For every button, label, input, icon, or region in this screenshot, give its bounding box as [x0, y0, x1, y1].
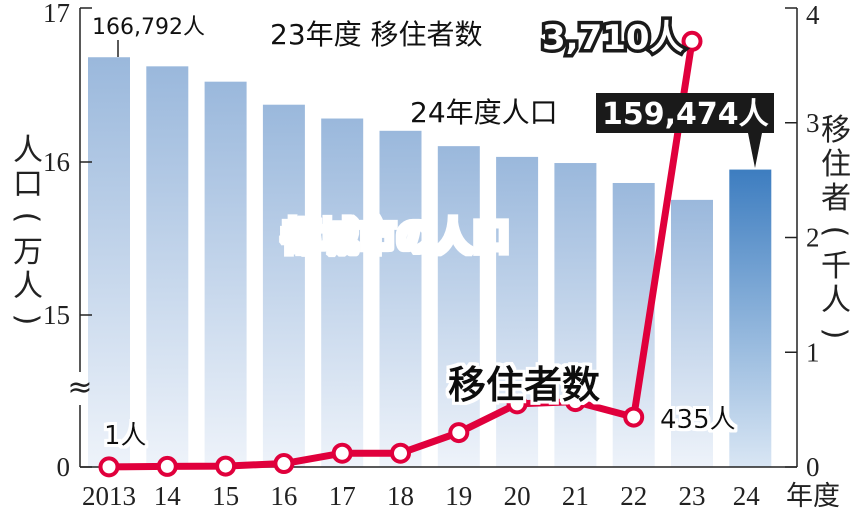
left-axis-label-char-3: 万	[13, 235, 43, 270]
callout-24-value: 159,474人	[602, 97, 769, 132]
x-tick-label-15: 15	[212, 481, 239, 511]
x-tick-label-17: 17	[329, 481, 356, 511]
callout-24-pointer	[748, 133, 762, 168]
migration-point-2013	[98, 456, 120, 478]
right-tick-label-0: 0	[806, 452, 820, 482]
population-bar-24	[729, 169, 772, 467]
right-axis-ticks: 0 1 2 3 4	[785, 0, 820, 482]
x-tick-label-16: 16	[270, 481, 297, 511]
first-bar-value-label: 166,792人	[92, 15, 205, 40]
population-bar-19	[437, 146, 480, 467]
right-tick-label-1: 1	[806, 337, 820, 367]
x-tick-label-22: 22	[620, 481, 647, 511]
population-bar-17	[321, 118, 364, 468]
callout-24-label: 24年度人口	[410, 96, 558, 129]
x-tick-label-20: 20	[504, 481, 531, 511]
right-axis-label-char-6: )	[818, 328, 853, 340]
left-axis-label-char-1: 口	[13, 167, 43, 202]
left-tick-label-17: 17	[43, 0, 70, 28]
population-bar-2013	[88, 57, 130, 468]
x-tick-label-14: 14	[154, 481, 182, 511]
left-axis-ticks: 0 15 16 17	[43, 0, 92, 482]
migration-point-18	[390, 442, 411, 464]
left-tick-label-16: 16	[43, 147, 70, 177]
right-axis-label-char-2: 者	[821, 181, 851, 216]
left-axis-label-char-4: 人	[13, 269, 43, 304]
bar-series-name: 都城市の人口	[281, 215, 510, 259]
x-axis-ticks: 2013 14 15 16 17 18 19 20 21 22 23 24	[82, 481, 760, 511]
right-axis-label-char-5: 人	[821, 283, 851, 318]
callout-23-box	[537, 14, 681, 56]
migration-point-14	[156, 455, 178, 477]
right-axis-label-char-1: 住	[821, 147, 851, 182]
population-bar-18	[379, 130, 422, 468]
right-tick-label-4: 4	[806, 0, 820, 30]
x-tick-label-18: 18	[387, 481, 414, 511]
left-axis-label: 人口(万人)	[10, 133, 45, 325]
line-series-name: 移住者数	[448, 363, 600, 407]
x-tick-label-24: 24	[733, 481, 761, 511]
migration-point-21	[564, 391, 586, 413]
callout-24-box	[596, 93, 774, 133]
x-tick-label-19: 19	[445, 481, 472, 511]
right-axis-label-char-4: 千	[821, 249, 851, 284]
migration-point-17	[331, 442, 353, 464]
x-axis-unit: 年度	[786, 481, 840, 511]
x-tick-label-21: 21	[562, 481, 589, 511]
population-bar-20	[496, 156, 539, 467]
population-bar-21	[554, 163, 597, 467]
right-axis-label-char-0: 移	[821, 113, 851, 148]
x-tick-label-2013: 2013	[82, 481, 136, 511]
migration-point-15	[215, 455, 237, 477]
callout-23-label: 23年度 移住者数	[270, 18, 483, 51]
population-bar-15	[204, 81, 247, 468]
migration-point-20	[506, 393, 528, 415]
migration-point-16	[273, 453, 295, 475]
population-bar-14	[146, 66, 189, 467]
callout-23-value: 3,710人	[542, 18, 684, 58]
left-axis-label-char-2: (	[10, 212, 45, 224]
migration-point-22	[623, 406, 645, 428]
first-point-label: 1人	[104, 421, 147, 451]
population-bar-16	[262, 104, 305, 467]
right-tick-label-3: 3	[806, 108, 820, 138]
migration-point-23	[681, 30, 703, 52]
axis-break-symbol: ≈	[67, 370, 92, 405]
migration-line	[98, 30, 703, 478]
left-axis-label-char-5: )	[10, 314, 45, 326]
right-axis-label: 移住者 ( 千人)	[818, 113, 853, 339]
x-tick-label-23: 23	[679, 481, 706, 511]
right-tick-label-2: 2	[806, 223, 820, 253]
migration-point-19	[448, 422, 470, 444]
left-tick-label-0: 0	[57, 452, 71, 482]
left-axis-label-char-0: 人	[13, 133, 43, 168]
left-tick-label-15: 15	[43, 300, 70, 330]
point-22-label: 435人	[660, 405, 736, 435]
population-bar-23	[671, 199, 713, 467]
right-axis-label-char-3: (	[818, 226, 853, 238]
